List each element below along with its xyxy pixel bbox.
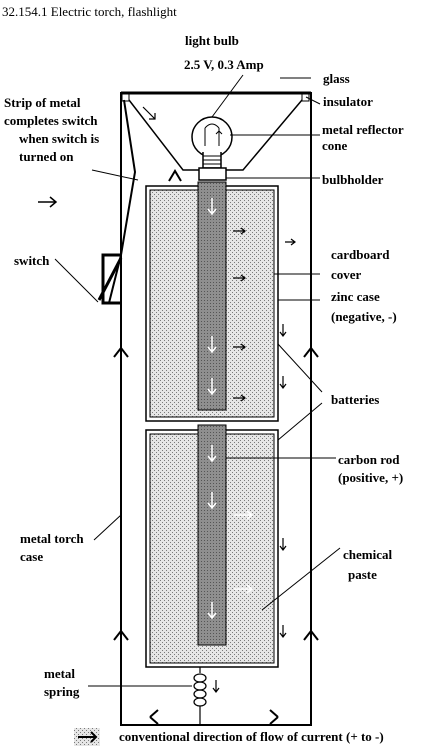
label-batteries: batteries (331, 392, 379, 407)
bulbholder (198, 167, 227, 181)
label-cardboard-2: cover (331, 267, 362, 282)
label-cardboard-1: cardboard (331, 247, 390, 262)
legend-arrow-icon (78, 731, 98, 743)
label-bulbholder: bulbholder (322, 172, 384, 187)
label-glass: glass (323, 71, 350, 86)
switch (97, 253, 123, 305)
label-paste-1: chemical (343, 547, 392, 562)
label-strip-1: Strip of metal (4, 95, 81, 110)
label-case-2: case (20, 549, 43, 564)
label-light-bulb: light bulb (185, 33, 239, 48)
label-spring-1: metal (44, 666, 75, 681)
legend-text: conventional direction of flow of curren… (119, 729, 384, 744)
label-reflector-1: metal reflector (322, 122, 404, 137)
label-strip-4: turned on (19, 149, 74, 164)
label-insulator: insulator (323, 94, 373, 109)
label-zinc-2: (negative, -) (331, 309, 397, 324)
metal-strip (108, 99, 137, 304)
label-zinc-1: zinc case (331, 289, 380, 304)
metal-spring (193, 667, 207, 724)
label-strip-2: completes switch (4, 113, 98, 128)
diagram-title: 32.154.1 Electric torch, flashlight (2, 4, 177, 19)
label-strip-3: when switch is (19, 131, 99, 146)
label-carbon-1: carbon rod (338, 452, 400, 467)
label-paste-2: paste (348, 567, 377, 582)
leader-lines (54, 74, 341, 687)
current-arrows (38, 106, 319, 725)
label-reflector-2: cone (322, 138, 348, 153)
label-case-1: metal torch (20, 531, 84, 546)
label-carbon-2: (positive, +) (338, 470, 403, 485)
insulator-left (121, 93, 130, 102)
label-bulb-rating: 2.5 V, 0.3 Amp (184, 57, 264, 72)
light-bulb (191, 116, 233, 169)
label-spring-2: spring (44, 684, 80, 699)
insulator-right (301, 93, 310, 102)
carbon-rod-upper (197, 181, 227, 411)
label-switch: switch (14, 253, 50, 268)
